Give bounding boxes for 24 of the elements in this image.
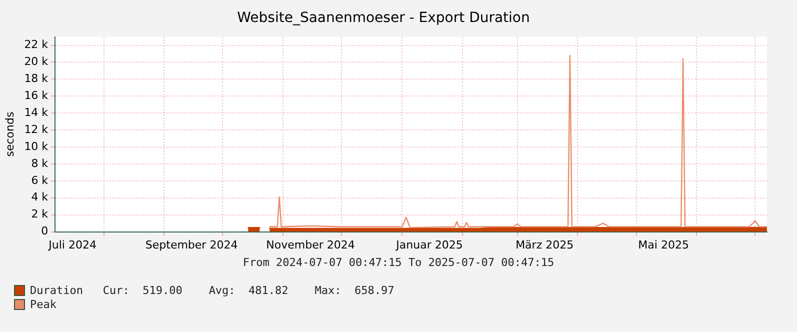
x-tick-label: September 2024: [145, 238, 238, 252]
y-tick-label: 6 k: [31, 174, 49, 187]
legend-label: Peak: [30, 298, 56, 310]
y-tick-label: 0: [41, 224, 48, 238]
x-tick-label: Juli 2024: [48, 238, 96, 252]
y-tick-label: 12 k: [24, 122, 49, 136]
legend-label: Duration: [30, 284, 83, 296]
text: From 2024-07-07 00:47:15 To 2025-07-07 00:47:15: [242, 256, 556, 269]
y-tick-label: 14 k: [24, 106, 49, 119]
x-tick-label: Mai 2025: [638, 238, 689, 252]
y-tick-label: 16 k: [24, 89, 49, 102]
y-axis-title: seconds: [3, 112, 16, 157]
text: Cur: 519.00 Avg: 481.82 Max: 658.97: [102, 284, 394, 296]
y-tick-label: 22 k: [24, 38, 49, 52]
y-tick-label: 20 k: [24, 55, 49, 68]
y-tick-label: 18 k: [24, 72, 49, 86]
x-tick-label: März 2025: [516, 238, 574, 252]
x-tick-label: Januar 2025: [395, 238, 463, 252]
y-tick-label: 8 k: [31, 156, 49, 170]
y-tick-label: 4 k: [31, 190, 49, 204]
y-tick-label: 2 k: [31, 208, 49, 221]
y-tick-label: 10 k: [24, 140, 49, 153]
x-tick-label: November 2024: [266, 238, 355, 252]
chart-title: Website_Saanenmoeser - Export Duration: [237, 10, 530, 26]
